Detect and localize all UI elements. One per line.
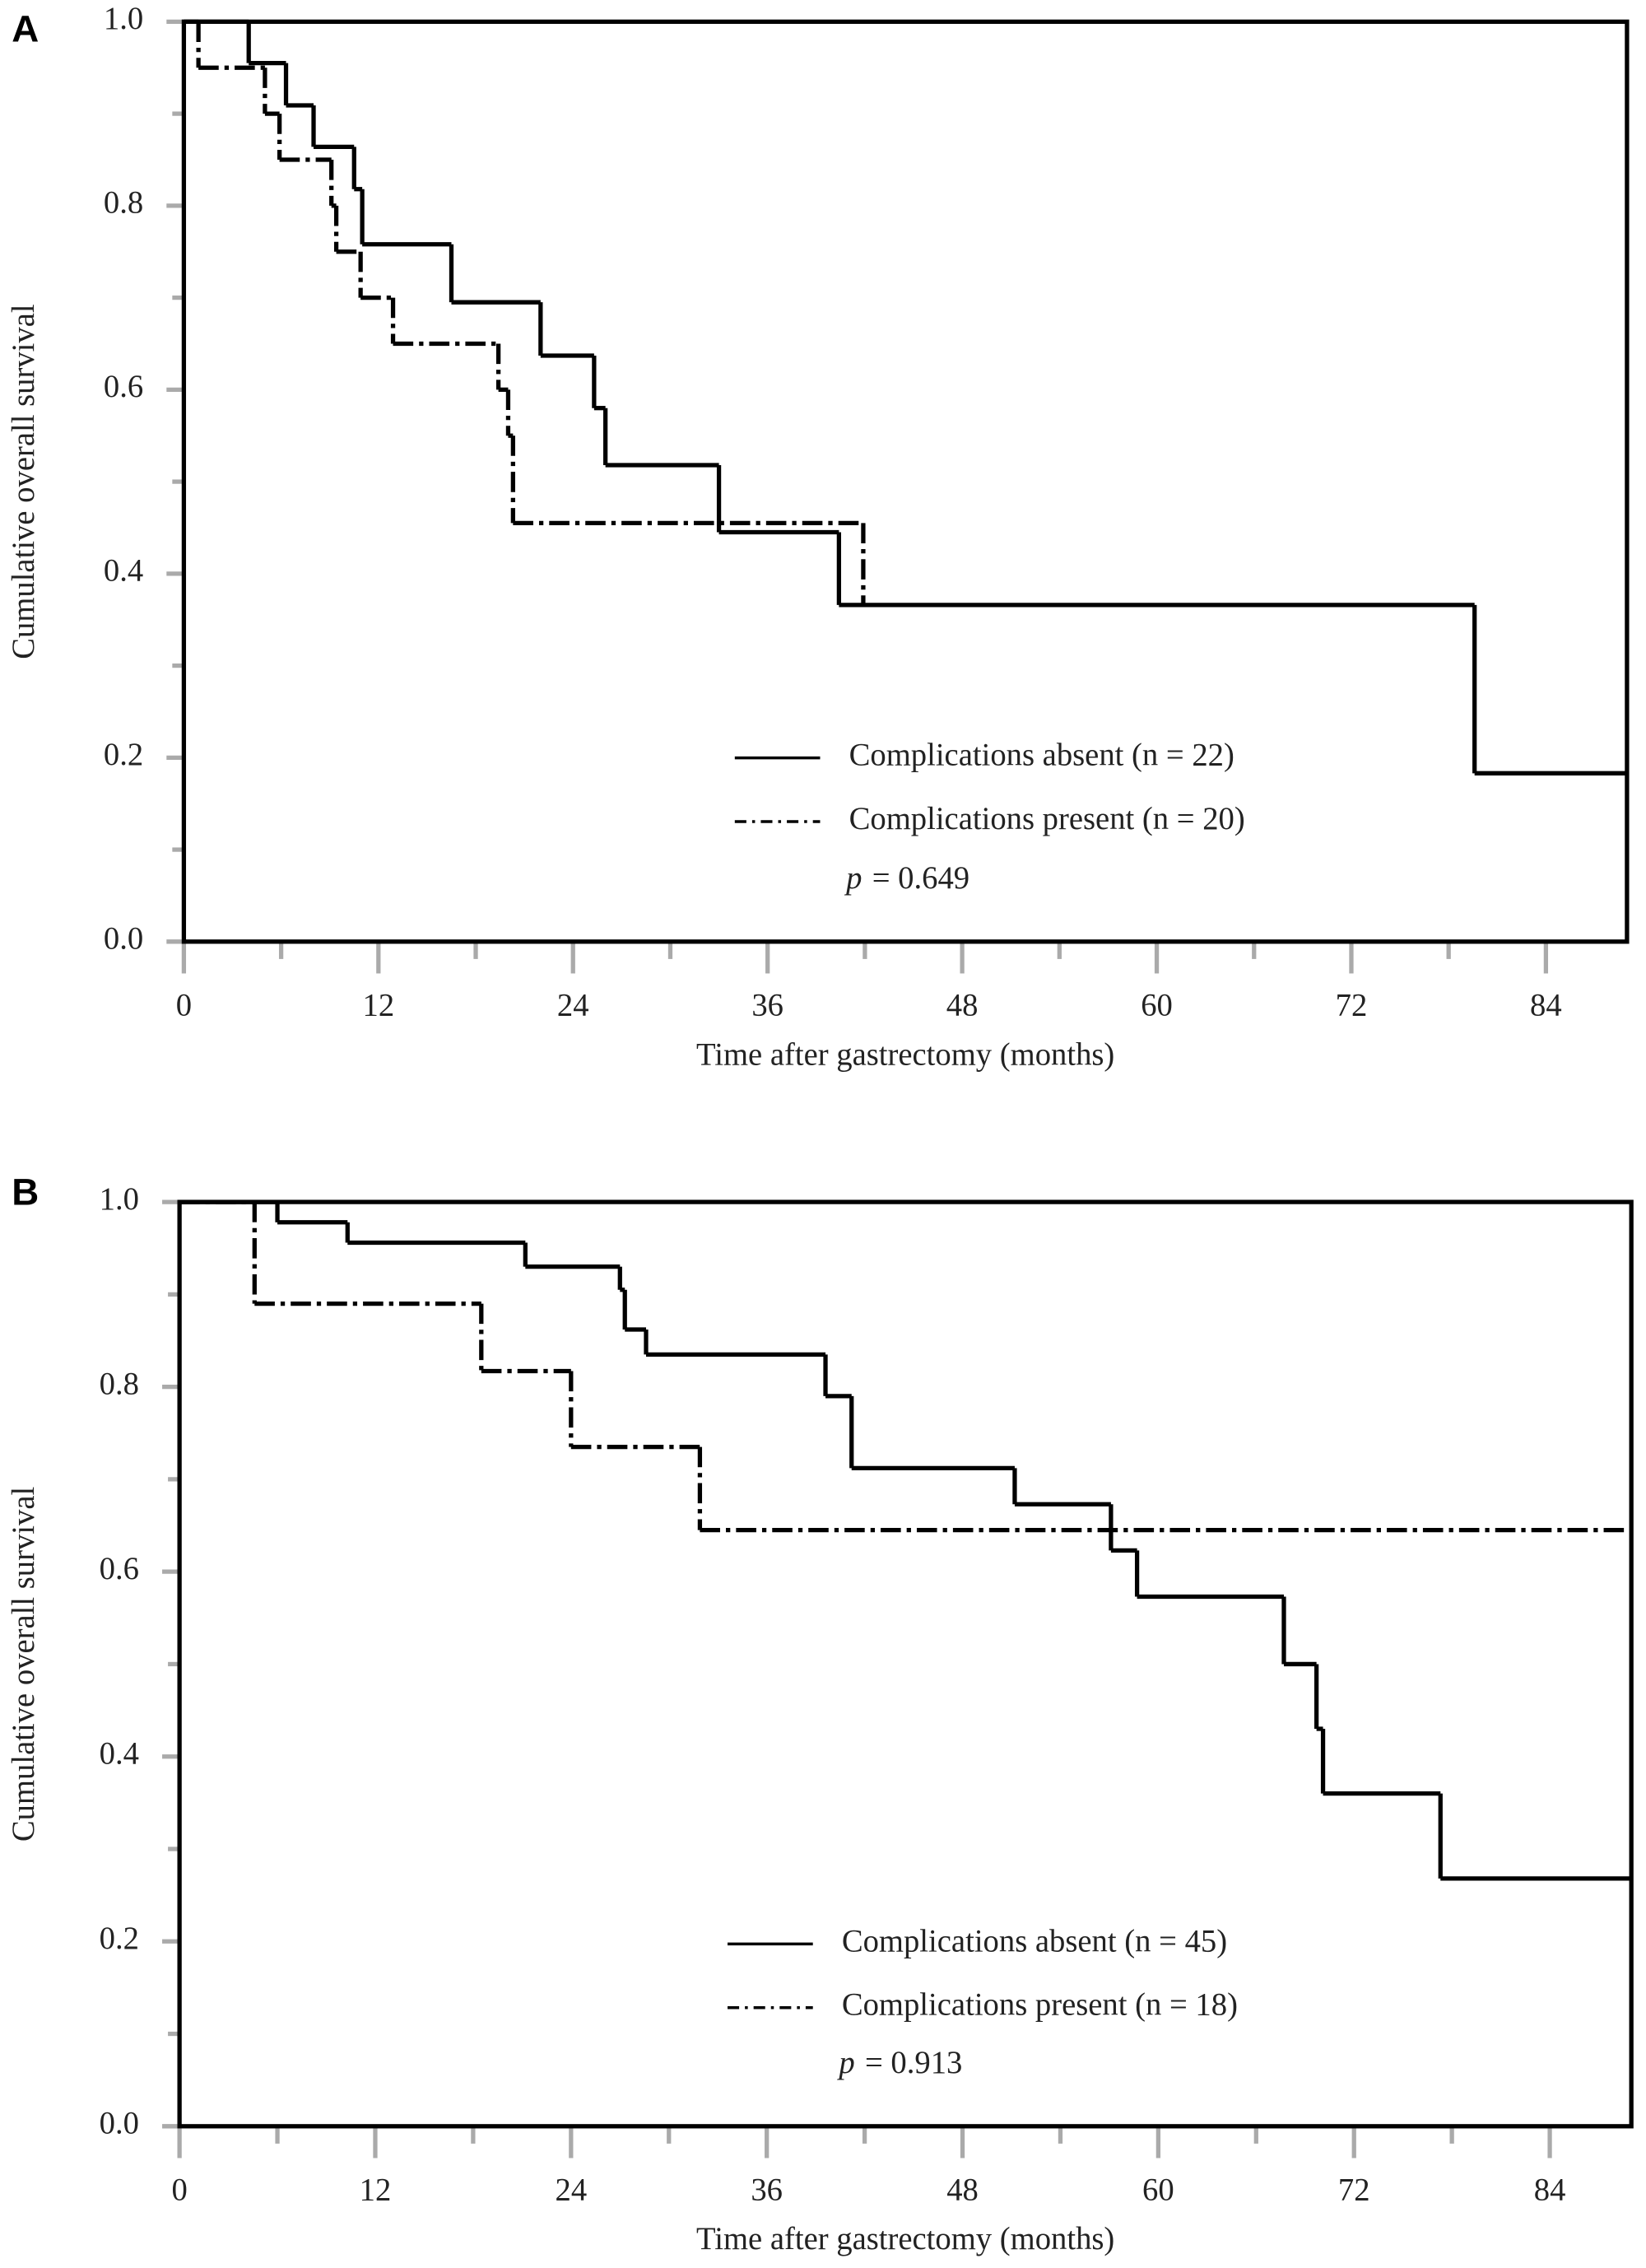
x-tick-label: 60 (1141, 989, 1173, 1023)
x-tick-label: 84 (1534, 2173, 1566, 2208)
y-tick-label: 1.0 (104, 2, 143, 36)
legend-label: Complications absent (n = 22) (849, 738, 1234, 773)
x-tick-label: 0 (171, 2173, 187, 2208)
x-tick-label: 72 (1338, 2173, 1370, 2208)
y-tick-label: 0.0 (104, 922, 143, 957)
y-tick-label: 0.0 (100, 2107, 139, 2141)
p-symbol: p (844, 861, 862, 896)
x-tick-label: 84 (1530, 989, 1562, 1023)
p-value: = 0.913 (865, 2046, 962, 2080)
y-axis-label: Cumulative overall survival (7, 304, 41, 659)
plot-frame (181, 19, 1630, 944)
x-tick-label: 0 (176, 989, 192, 1023)
y-tick-label: 0.6 (100, 1552, 139, 1586)
x-tick-label: 36 (751, 989, 783, 1023)
x-tick-label: 12 (360, 2173, 392, 2208)
y-tick-label: 0.2 (104, 738, 143, 772)
x-tick-label: 48 (946, 989, 979, 1023)
p-symbol: p (836, 2046, 854, 2080)
x-tick-label: 12 (363, 989, 395, 1023)
y-tick-label: 0.8 (104, 186, 143, 221)
x-tick-label: 60 (1142, 2173, 1174, 2208)
legend-label: Complications absent (n = 45) (842, 1924, 1227, 1958)
y-tick-label: 0.4 (100, 1737, 139, 1772)
x-tick-label: 48 (946, 2173, 979, 2208)
x-tick-label: 24 (557, 989, 589, 1023)
panel-label: B (12, 1171, 39, 1213)
x-axis-label: Time after gastrectomy (months) (696, 2222, 1114, 2256)
y-tick-label: 0.8 (100, 1367, 139, 1402)
x-tick-label: 24 (556, 2173, 588, 2208)
panel-label: A (12, 8, 39, 50)
x-tick-label: 72 (1336, 989, 1368, 1023)
x-axis-label: Time after gastrectomy (months) (696, 1037, 1114, 1072)
x-tick-label: 36 (751, 2173, 783, 2208)
chart-panel: A 0 12 24 36 48 60 72 84 0.0 0.2 0.4 0.6 0.8 1.0 Time a… (7, 2, 1630, 1072)
legend-label: Complications present (n = 18) (842, 1988, 1238, 2023)
plot-frame (177, 1199, 1634, 2129)
y-tick-label: 1.0 (100, 1182, 139, 1217)
legend-label: Complications present (n = 20) (849, 802, 1245, 836)
y-tick-label: 0.4 (104, 554, 143, 589)
chart-panel: B 0 12 24 36 48 60 72 84 0.0 0.2 0.4 0.6 0.8 1.0 Time a… (7, 1171, 1634, 2256)
y-tick-label: 0.6 (104, 370, 143, 404)
y-axis-label: Cumulative overall survival (7, 1487, 41, 1842)
p-value: = 0.649 (872, 861, 969, 896)
y-tick-label: 0.2 (100, 1921, 139, 1956)
